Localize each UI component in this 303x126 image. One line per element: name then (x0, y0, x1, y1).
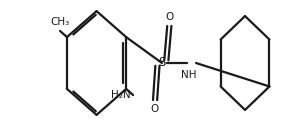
Text: H₂N: H₂N (111, 90, 130, 100)
Text: S: S (158, 56, 165, 70)
Text: O: O (150, 104, 158, 114)
Text: NH: NH (181, 70, 197, 80)
Text: O: O (165, 12, 173, 22)
Text: CH₃: CH₃ (50, 17, 70, 27)
